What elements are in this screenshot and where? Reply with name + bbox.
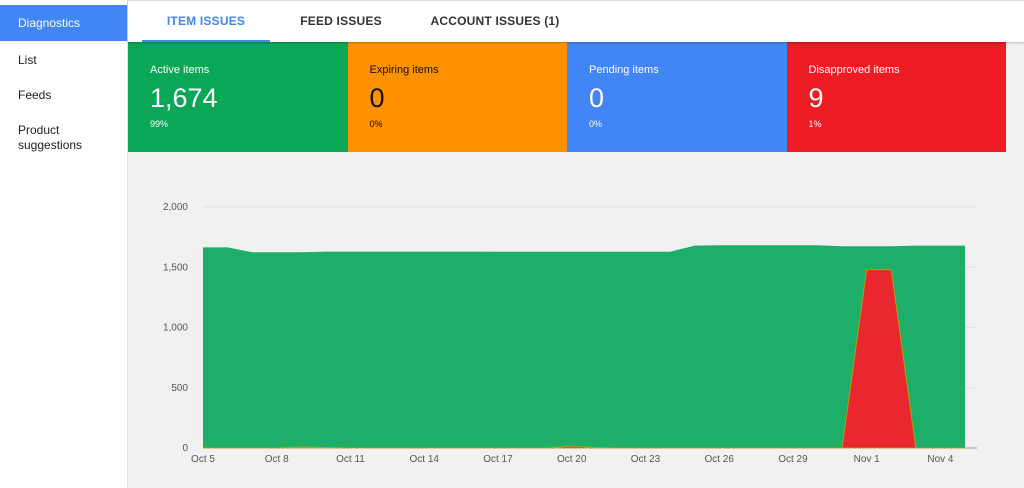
card-percent: 99% (150, 119, 169, 129)
x-tick-label: Oct 8 (265, 454, 289, 465)
tab-account-issues[interactable]: ACCOUNT ISSUES (1) (430, 14, 560, 28)
x-tick-label: Oct 17 (483, 454, 513, 465)
card-value: 0 (369, 83, 385, 113)
sidebar-nav: Diagnostics List Feeds Product suggestio… (0, 0, 128, 488)
x-tick-label: Oct 26 (704, 454, 734, 465)
sidebar-item-label-line2: suggestions (18, 138, 83, 152)
x-tick-label: Oct 29 (778, 454, 808, 465)
card-value: 1,674 (150, 83, 218, 113)
chart-series-area (203, 269, 965, 449)
x-tick-label: Oct 5 (191, 454, 215, 465)
sidebar-item-feeds[interactable]: Feeds (18, 88, 52, 102)
card-percent: 1% (808, 119, 822, 129)
card-percent: 0% (589, 119, 603, 129)
card-value: 9 (808, 83, 824, 113)
card-label: Pending items (589, 64, 659, 76)
y-tick-label: 2,000 (163, 202, 188, 213)
y-tick-label: 500 (171, 383, 188, 394)
sidebar-item-diagnostics[interactable]: Diagnostics (0, 5, 127, 41)
card-value: 0 (589, 83, 605, 113)
y-tick-label: 1,500 (163, 262, 188, 273)
y-tick-label: 0 (182, 443, 188, 454)
x-tick-label: Nov 4 (927, 454, 954, 465)
x-tick-label: Oct 11 (336, 454, 365, 465)
card-label: Disapproved items (808, 64, 900, 76)
x-tick-label: Nov 1 (854, 454, 881, 465)
summary-cards: Active items 1,674 99% Expiring items 0 … (128, 41, 1006, 152)
card-percent: 0% (369, 119, 383, 129)
y-tick-label: 1,000 (163, 323, 188, 334)
pending-items-card[interactable]: Pending items 0 0% (567, 41, 787, 152)
x-tick-label: Oct 23 (631, 454, 661, 465)
disapproved-items-card[interactable]: Disapproved items 9 1% (786, 41, 1006, 152)
x-tick-label: Oct 20 (557, 454, 587, 465)
sidebar-item-list[interactable]: List (18, 53, 37, 67)
card-label: Active items (150, 64, 210, 76)
card-label: Expiring items (369, 64, 439, 76)
tab-bar: ITEM ISSUES FEED ISSUES ACCOUNT ISSUES (… (128, 0, 1024, 42)
tab-feed-issues[interactable]: FEED ISSUES (300, 14, 382, 28)
tab-item-issues[interactable]: ITEM ISSUES (142, 1, 270, 42)
sidebar-item-label-line1: Product (18, 123, 60, 137)
expiring-items-card[interactable]: Expiring items 0 0% (347, 41, 567, 152)
item-status-chart: 0 500 1,000 1,500 2,000 Oct 5 Oct 8 Oct 11 Oct 1… (163, 202, 977, 465)
x-tick-label: Oct 14 (409, 454, 439, 465)
active-items-card[interactable]: Active items 1,674 99% (128, 41, 348, 152)
chart-series-area (203, 245, 965, 448)
sidebar-item-product-suggestions[interactable]: Product suggestions (0, 123, 127, 153)
